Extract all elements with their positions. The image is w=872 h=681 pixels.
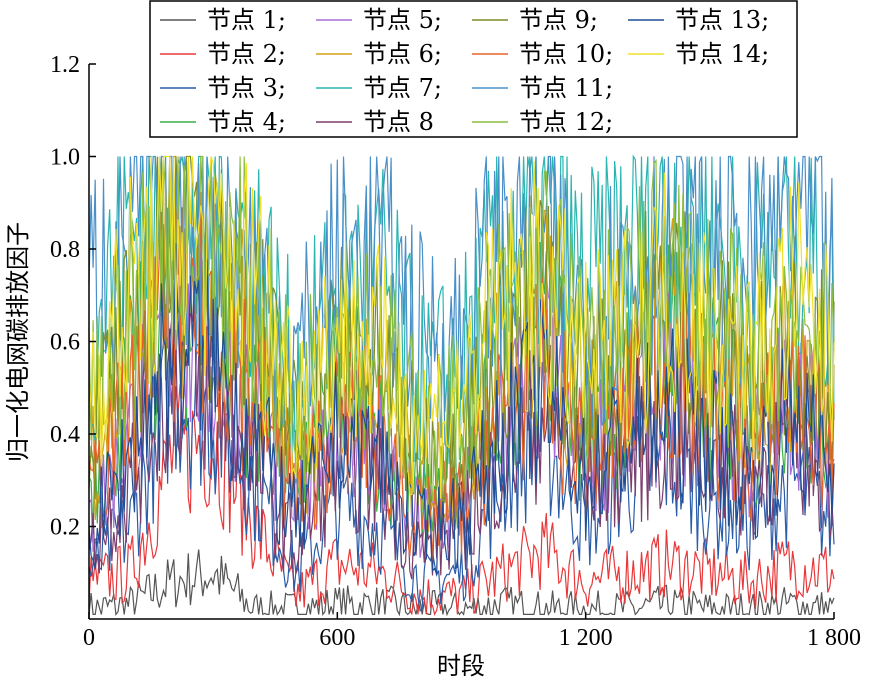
legend-label: 节点 13; xyxy=(675,6,769,34)
y-tick-label: 0.2 xyxy=(50,515,80,541)
y-tick-label: 1.0 xyxy=(50,145,80,171)
legend-label: 节点 7; xyxy=(363,74,442,102)
series-line-1 xyxy=(88,549,835,617)
legend-label: 节点 8 xyxy=(363,108,434,136)
legend-label: 节点 10; xyxy=(519,40,613,68)
series-line-2 xyxy=(88,383,835,617)
ticks-layer: 0 600 1 200 1 800 0.2 0.4 0.6 0.8 1.0 1.2 xyxy=(50,52,861,651)
legend-box xyxy=(149,0,798,138)
legend-label: 节点 2; xyxy=(207,40,286,68)
x-tick-label: 1 200 xyxy=(559,625,613,651)
y-tick-label: 0.6 xyxy=(50,330,80,356)
y-axis-title: 归一化电网碳排放因子 xyxy=(4,222,32,462)
series-line-9 xyxy=(88,155,835,522)
legend-label: 节点 12; xyxy=(519,108,613,136)
series-line-13 xyxy=(88,243,835,575)
legend-label: 节点 6; xyxy=(363,40,442,68)
x-tick-label: 0 xyxy=(83,625,95,651)
legend-label: 节点 1; xyxy=(207,6,286,34)
x-tick-label: 600 xyxy=(319,625,355,651)
x-tick-label: 1 800 xyxy=(807,625,861,651)
legend-label: 节点 14; xyxy=(675,40,769,68)
x-axis-title: 时段 xyxy=(437,652,485,680)
legend-label: 节点 11; xyxy=(519,74,613,102)
series-line-14 xyxy=(88,155,835,499)
legend-label: 节点 5; xyxy=(363,6,442,34)
legend: 节点 1; 节点 2; 节点 3; 节点 4; 节点 5; 节点 6; 节点 7; 节点 8 节… xyxy=(149,0,798,138)
y-tick-label: 0.8 xyxy=(50,237,80,263)
legend-label: 节点 9; xyxy=(519,6,598,34)
legend-label: 节点 3; xyxy=(207,74,286,102)
legend-label: 节点 4; xyxy=(207,108,286,136)
series-line-11 xyxy=(88,155,835,451)
y-tick-label: 0.4 xyxy=(50,422,80,448)
series-layer xyxy=(88,154,835,617)
y-tick-label: 1.2 xyxy=(50,52,80,78)
